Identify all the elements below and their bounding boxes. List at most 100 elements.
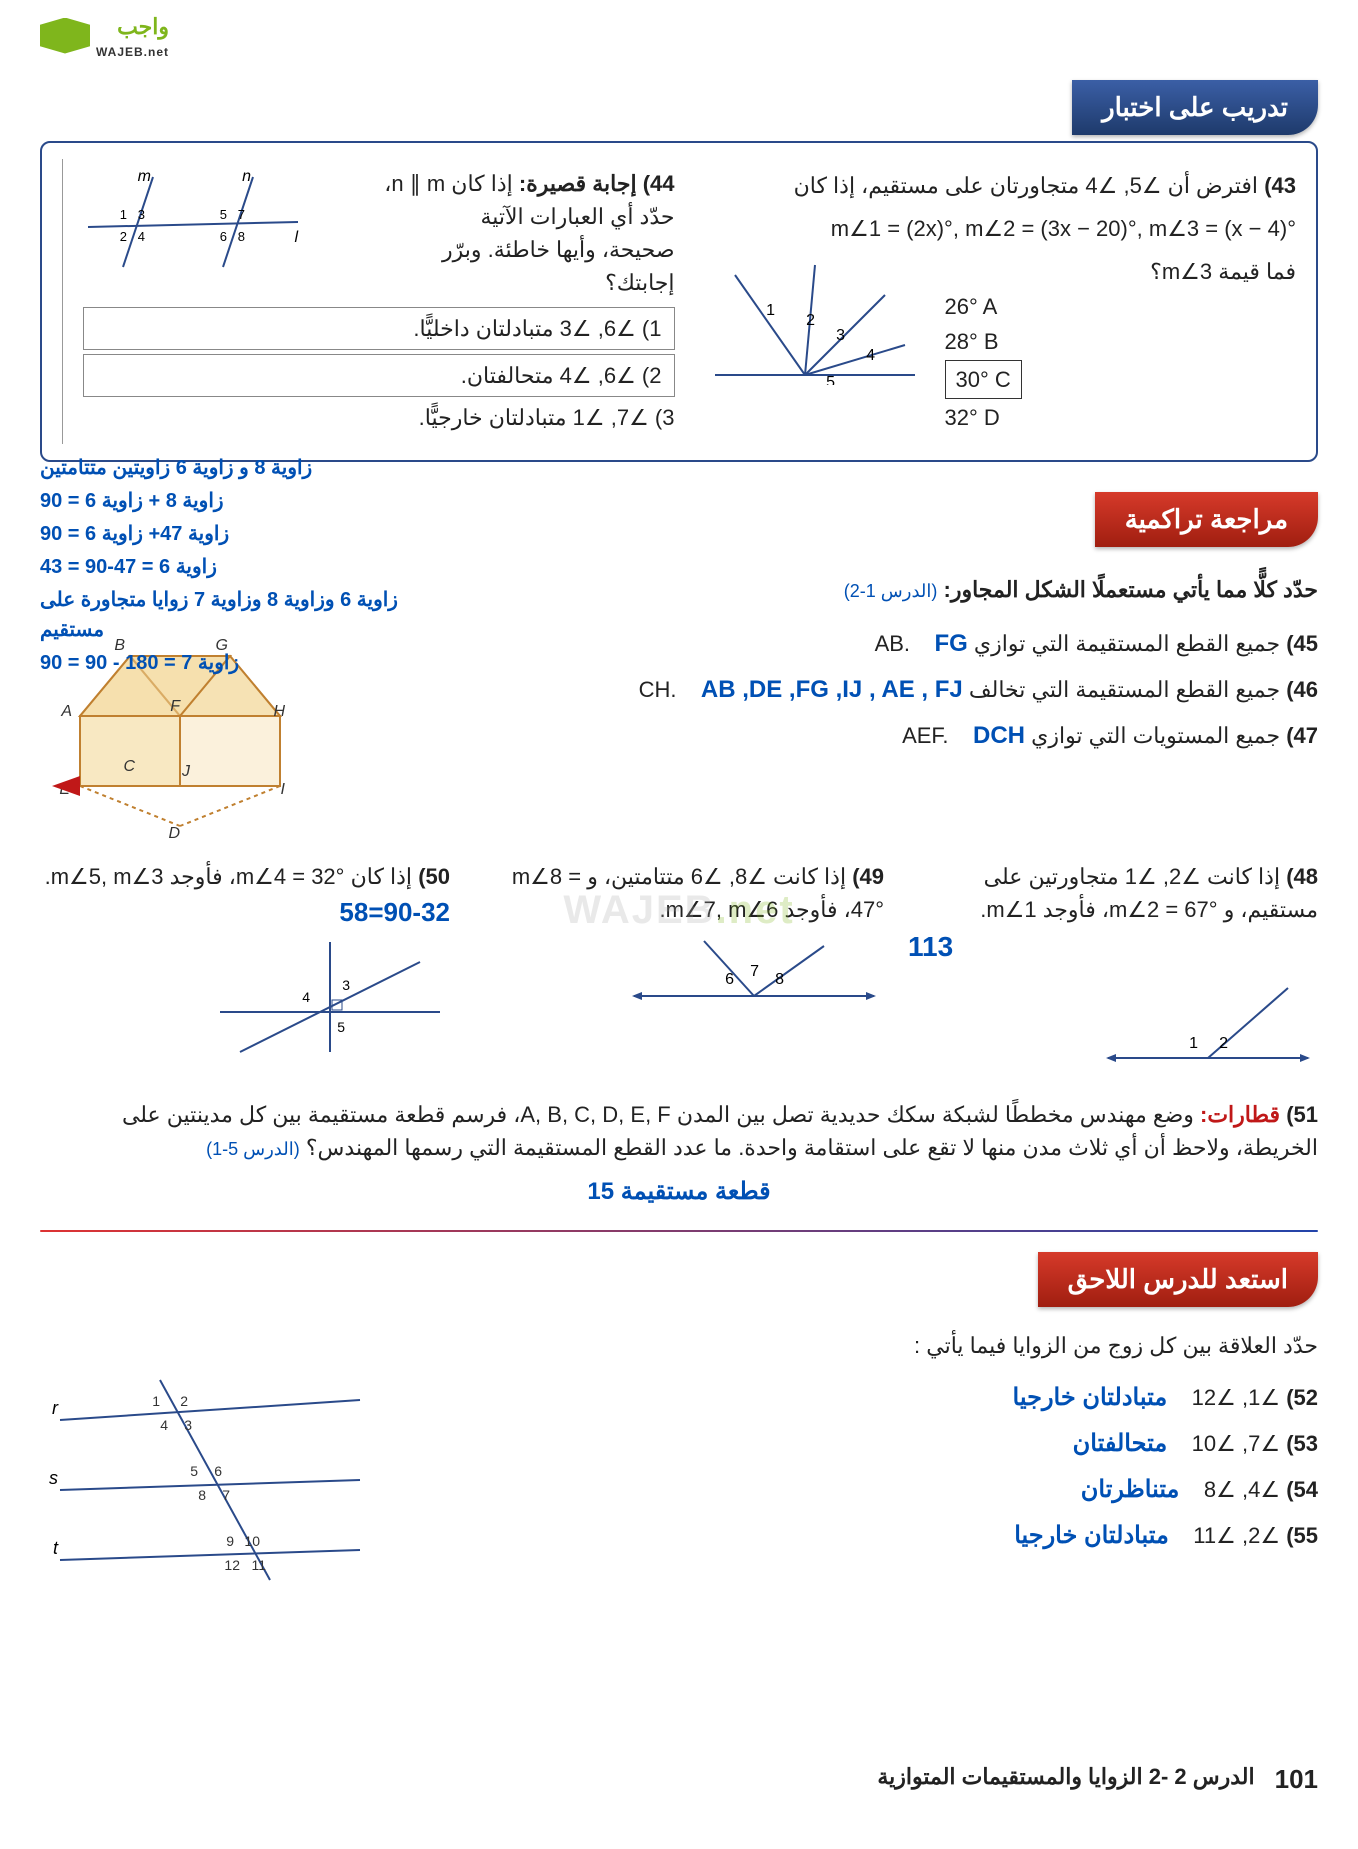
svg-text:10: 10 bbox=[244, 1533, 260, 1549]
svg-text:11: 11 bbox=[251, 1557, 266, 1573]
svg-text:4: 4 bbox=[138, 229, 145, 244]
q43-opt-c: 30° C bbox=[945, 360, 1297, 399]
q44-line1: 44) إجابة قصيرة: إذا كان n ∥ m، bbox=[323, 167, 675, 200]
svg-text:5: 5 bbox=[190, 1463, 198, 1479]
svg-text:7: 7 bbox=[238, 207, 245, 222]
book-icon bbox=[40, 18, 90, 54]
q52: 52) ∠1, ∠12 متبادلتان خارجيا bbox=[400, 1380, 1318, 1416]
s2-lesson-ref: (الدرس 1-2) bbox=[844, 581, 938, 601]
svg-text:4: 4 bbox=[160, 1417, 168, 1433]
q48-ans: 113 bbox=[908, 926, 1318, 968]
svg-text:4: 4 bbox=[866, 347, 875, 364]
q43-ask: فما قيمة m∠3؟ bbox=[945, 255, 1297, 288]
svg-text:l: l bbox=[294, 229, 298, 246]
svg-text:6: 6 bbox=[220, 229, 227, 244]
svg-text:1: 1 bbox=[1189, 1035, 1198, 1052]
section-tab-prepare: استعد للدرس اللاحق bbox=[1038, 1252, 1318, 1307]
section-tab-review: مراجعة تراكمية bbox=[1095, 492, 1318, 547]
divider bbox=[40, 1230, 1318, 1232]
svg-text:r: r bbox=[52, 1398, 59, 1418]
q50-ans: 90-32=58 bbox=[40, 893, 450, 932]
svg-text:n: n bbox=[242, 168, 251, 185]
watermark: WAJEB.net bbox=[563, 880, 794, 940]
side-ans-2: زاوية 8 + زاوية 6 = 90 bbox=[40, 486, 400, 516]
s3-intro: حدّد العلاقة بين كل زوج من الزوايا فيما … bbox=[40, 1329, 1318, 1362]
q49-diagram: 6 7 8 bbox=[624, 926, 884, 1046]
page-footer: 101 الدرس 2 -2 الزوايا والمستقيمات المتو… bbox=[40, 1750, 1318, 1809]
page-number: 101 bbox=[1275, 1760, 1318, 1799]
s2-intro: حدّد كلًّا مما يأتي مستعملًا الشكل المجا… bbox=[944, 577, 1318, 602]
q43-opt-b: 28° B bbox=[945, 325, 1297, 358]
svg-text:t: t bbox=[53, 1538, 59, 1558]
q51: 51) قطارات: وضع مهندس مخططًا لشبكة سكك ح… bbox=[40, 1098, 1318, 1164]
q45-ans: FG bbox=[934, 630, 967, 657]
svg-text:7: 7 bbox=[222, 1487, 230, 1503]
svg-text:2: 2 bbox=[1219, 1035, 1228, 1052]
q48-diagram: 1 2 bbox=[1098, 968, 1318, 1078]
q44-line4: إجابتك؟ bbox=[323, 266, 675, 299]
side-ans-3: زاوية 47+ زاوية 6 = 90 bbox=[40, 519, 400, 549]
side-ans-5: زاوية 6 وزاوية 8 وزاوية 7 زوايا متجاورة … bbox=[40, 585, 400, 645]
svg-text:9: 9 bbox=[226, 1533, 234, 1549]
q50: 50) إذا كان m∠4 = 32°، فأوجد m∠5, m∠3. bbox=[40, 860, 450, 893]
q50-diagram: 3 4 5 bbox=[210, 932, 450, 1062]
svg-text:A: A bbox=[60, 703, 72, 720]
s3-diagram: r s t 12 43 56 87 910 1211 bbox=[40, 1370, 380, 1590]
svg-text:3: 3 bbox=[184, 1417, 192, 1433]
svg-text:s: s bbox=[49, 1468, 58, 1488]
svg-text:2: 2 bbox=[120, 229, 127, 244]
svg-text:6: 6 bbox=[725, 971, 734, 988]
svg-text:12: 12 bbox=[224, 1557, 240, 1573]
q44-line2: حدّد أي العبارات الآتية bbox=[323, 200, 675, 233]
side-answers: زاوية 8 و زاوية 6 زاويتين متتامتين زاوية… bbox=[40, 450, 400, 681]
q47: 47) جميع المستويات التي توازي AEF. DCH bbox=[340, 718, 1318, 754]
q43-eq: m∠1 = (2x)°, m∠2 = (3x − 20)°, m∠3 = (x … bbox=[705, 212, 1297, 245]
svg-text:1: 1 bbox=[766, 302, 775, 319]
side-ans-4: زاوية 6 = 47-90 = 43 bbox=[40, 552, 400, 582]
q54: 54) ∠4, ∠8 متناظرتان bbox=[400, 1472, 1318, 1508]
svg-text:1: 1 bbox=[152, 1393, 160, 1409]
q53-ans: متحالفتان bbox=[1073, 1430, 1168, 1457]
side-ans-1: زاوية 8 و زاوية 6 زاويتين متتامتين bbox=[40, 453, 400, 483]
q44-opt2: 2) ∠6, ∠4 متحالفتان. bbox=[83, 354, 675, 397]
q51-ans: قطعة مستقيمة 15 bbox=[40, 1174, 1318, 1210]
q44-diagram: l m n 1 3 2 4 5 7 6 8 bbox=[83, 167, 303, 277]
svg-text:3: 3 bbox=[138, 207, 145, 222]
q47-ans: DCH bbox=[973, 722, 1025, 749]
svg-text:5: 5 bbox=[337, 1019, 345, 1035]
q44-line3: صحيحة، وأيها خاطئة. وبرّر bbox=[323, 233, 675, 266]
svg-text:3: 3 bbox=[836, 327, 845, 344]
logo-text-main: واجب bbox=[96, 10, 169, 43]
site-logo: واجب WAJEB.net bbox=[40, 10, 169, 61]
q43-opt-a: 26° A bbox=[945, 290, 1297, 323]
svg-text:3: 3 bbox=[342, 977, 350, 993]
svg-text:8: 8 bbox=[198, 1487, 206, 1503]
q45: 45) جميع القطع المستقيمة التي توازي AB. … bbox=[340, 626, 1318, 662]
logo-text-sub: WAJEB.net bbox=[96, 43, 169, 61]
q54-ans: متناظرتان bbox=[1081, 1476, 1180, 1503]
q46-ans: AB ,DE ,FG ,IJ , AE , FJ bbox=[701, 676, 963, 703]
svg-text:C: C bbox=[123, 758, 135, 775]
svg-text:8: 8 bbox=[238, 229, 245, 244]
q55: 55) ∠2, ∠11 متبادلتان خارجيا bbox=[400, 1518, 1318, 1554]
section-tab-practice: تدريب على اختبار bbox=[1072, 80, 1318, 135]
q43-line1: 43) افترض أن ∠5, ∠4 متجاورتان على مستقيم… bbox=[705, 169, 1297, 202]
svg-text:7: 7 bbox=[750, 963, 759, 980]
svg-text:F: F bbox=[170, 698, 181, 715]
svg-text:I: I bbox=[281, 781, 286, 798]
q44-opt1: 1) ∠6, ∠3 متبادلتان داخليًّا. bbox=[83, 307, 675, 350]
q44-opt3: 3) ∠7, ∠1 متبادلتان خارجيًّا. bbox=[83, 401, 675, 434]
svg-text:8: 8 bbox=[775, 971, 784, 988]
svg-text:D: D bbox=[168, 825, 180, 842]
q52-ans: متبادلتان خارجيا bbox=[1013, 1384, 1168, 1411]
svg-text:6: 6 bbox=[214, 1463, 222, 1479]
svg-text:m: m bbox=[138, 168, 151, 185]
svg-text:J: J bbox=[181, 763, 191, 780]
svg-text:2: 2 bbox=[806, 312, 815, 329]
q46: 46) جميع القطع المستقيمة التي تخالف CH. … bbox=[340, 672, 1318, 708]
q53: 53) ∠7, ∠10 متحالفتان bbox=[400, 1426, 1318, 1462]
svg-text:5: 5 bbox=[826, 374, 835, 385]
svg-text:5: 5 bbox=[220, 207, 227, 222]
svg-text:2: 2 bbox=[180, 1393, 188, 1409]
q48: 48) إذا كانت ∠2, ∠1 متجاورتين على مستقيم… bbox=[908, 860, 1318, 926]
